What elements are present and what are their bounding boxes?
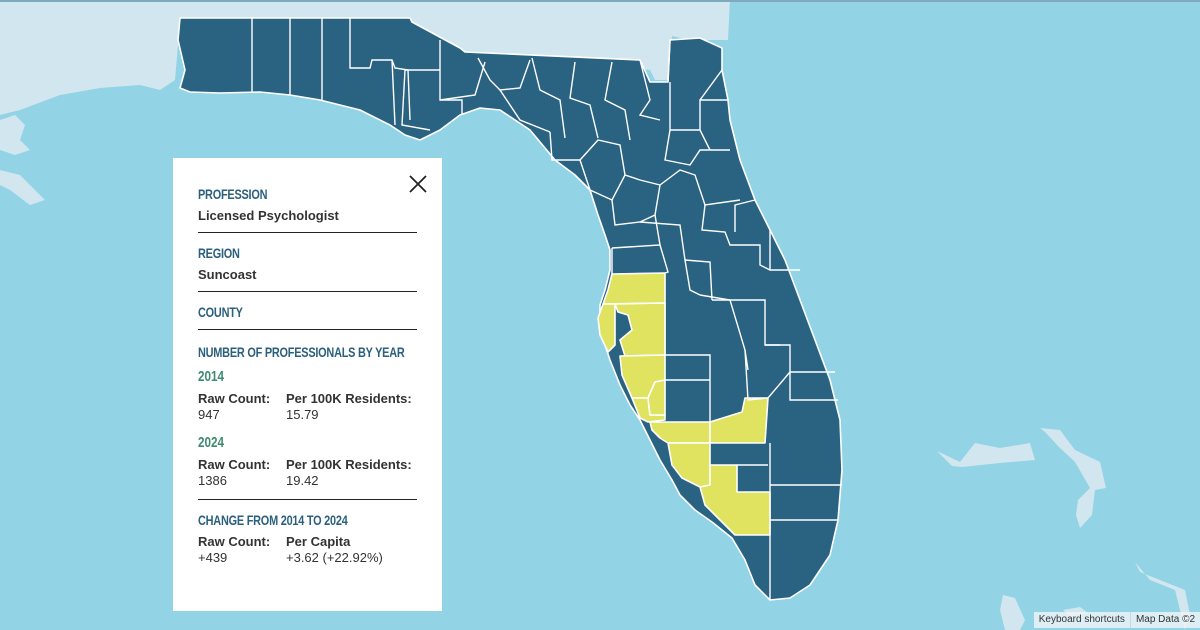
divider [198,329,417,330]
close-button[interactable] [407,173,429,195]
raw-count-value: 1386 [198,473,227,488]
change-per-capita-label: Per Capita [286,534,351,549]
raw-count-label: Raw Count: [198,391,271,406]
county-pasco[interactable] [602,272,666,305]
change-raw-count-value: +439 [198,550,228,565]
per-100k-value: 15.79 [286,407,319,422]
county-label: COUNTY [198,304,243,320]
year-2024-label: 2024 [198,434,225,451]
stats-2024: Raw Count: 1386 Per 100K Residents: 19.4… [198,457,417,488]
per-100k-label: Per 100K Residents: [286,457,412,472]
per-100k-label: Per 100K Residents: [286,391,412,406]
map-attribution: Keyboard shortcuts Map Data ©2 [1033,612,1200,628]
county-pinellas[interactable] [597,303,616,353]
change-label: CHANGE FROM 2014 TO 2024 [198,512,348,528]
year-2014-label: 2014 [198,368,225,385]
profession-value: Licensed Psychologist [198,208,339,223]
close-x-icon[interactable] [407,173,429,195]
attribution-separator [1129,612,1131,628]
change-raw-count-label: Raw Count: [198,534,271,549]
raw-count-label: Raw Count: [198,457,271,472]
keyboard-shortcuts-link[interactable]: Keyboard shortcuts [1033,612,1130,628]
stats-change: Raw Count: +439 Per Capita +3.62 (+22.92… [198,534,417,565]
map-data-link[interactable]: Map Data ©2 [1130,612,1200,628]
county-borders [251,18,842,600]
bahamas-island [1040,428,1106,528]
suncoast-region[interactable] [597,272,771,536]
change-per-capita-value: +3.62 (+22.92%) [286,550,383,565]
bahamas-island [937,443,1035,467]
bahamas-island [1000,595,1025,630]
per-100k-value: 19.42 [286,473,319,488]
profession-label: PROFESSION [198,186,268,202]
by-year-label: NUMBER OF PROFESSIONALS BY YEAR [198,344,405,360]
map-top-edge [0,0,1200,2]
divider [198,499,417,500]
neighbor-land-west-islands [0,115,45,205]
region-value: Suncoast [198,267,257,282]
divider [198,232,417,233]
county-hardee-desoto[interactable] [647,379,666,416]
divider [198,291,417,292]
stats-2014: Raw Count: 947 Per 100K Residents: 15.79 [198,391,417,422]
region-label: REGION [198,245,240,261]
info-panel: PROFESSION Licensed Psychologist REGION … [173,158,442,611]
neighbor-land-north [0,0,730,115]
raw-count-value: 947 [198,407,220,422]
